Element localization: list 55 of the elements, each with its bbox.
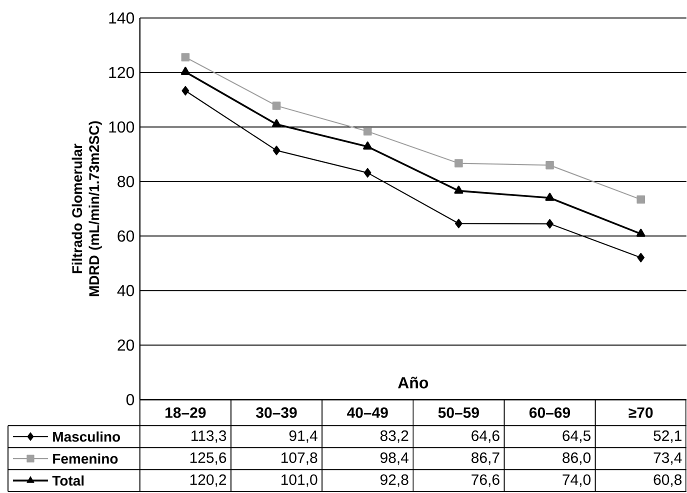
y-tick-label: 80: [118, 176, 134, 188]
data-label: 74,0: [562, 474, 591, 487]
point: [181, 53, 190, 62]
data-label: 64,6: [472, 430, 500, 444]
point: [546, 219, 554, 229]
point: [363, 127, 372, 136]
data-label: 52,1: [654, 430, 682, 444]
data-label: 101,0: [281, 474, 318, 487]
point: [180, 67, 190, 76]
point: [636, 229, 646, 238]
data-label: 60,8: [654, 474, 682, 487]
y-tick-label: 100: [109, 122, 134, 133]
data-label: 73,4: [654, 452, 682, 465]
y-tick-label: 20: [118, 340, 134, 351]
point: [363, 142, 372, 150]
legend-label: Masculino: [53, 432, 120, 442]
point: [182, 86, 190, 96]
y-tick-label: 0: [126, 394, 134, 406]
point: [454, 218, 462, 228]
y-tick-label: 140: [109, 12, 134, 24]
data-label: 91,4: [289, 430, 318, 444]
data-label: 83,2: [380, 430, 408, 444]
point: [545, 193, 554, 202]
x-axis-title: Año: [398, 376, 428, 389]
x-tick-label: 18–29: [166, 408, 206, 418]
point: [454, 186, 464, 194]
data-label: 120,2: [190, 474, 226, 487]
x-tick-label: 30–39: [256, 408, 297, 418]
data-label: 64,5: [562, 430, 590, 444]
y-tick-label: 120: [109, 67, 134, 78]
point: [272, 102, 281, 110]
point: [272, 146, 280, 156]
data-label: 86,0: [562, 452, 591, 465]
point: [454, 159, 463, 168]
data-label: 98,4: [380, 452, 409, 465]
y-tick-label: 60: [118, 230, 134, 242]
point: [637, 253, 645, 263]
point: [546, 161, 554, 170]
y-axis-title: Filtrado Glomerular MDRD (mL/min/1.73m2SC): [72, 122, 102, 296]
x-tick-label: 50–59: [438, 408, 479, 418]
data-label: 76,6: [472, 474, 500, 487]
data-label: 113,3: [192, 430, 226, 444]
x-tick-label: ≥70: [628, 408, 653, 418]
data-label: 86,7: [472, 452, 500, 465]
y-tick-label: 40: [117, 285, 134, 296]
data-label: 107,8: [281, 452, 318, 465]
legend-label: Total: [52, 476, 84, 486]
data-label: 125,6: [190, 452, 226, 465]
point: [636, 196, 646, 204]
x-tick-label: 60–69: [529, 408, 570, 418]
x-tick-label: 40–49: [346, 408, 388, 418]
data-label: 92,8: [380, 474, 408, 487]
legend-label: Femenino: [53, 454, 118, 464]
point: [364, 168, 372, 178]
point: [272, 119, 282, 128]
